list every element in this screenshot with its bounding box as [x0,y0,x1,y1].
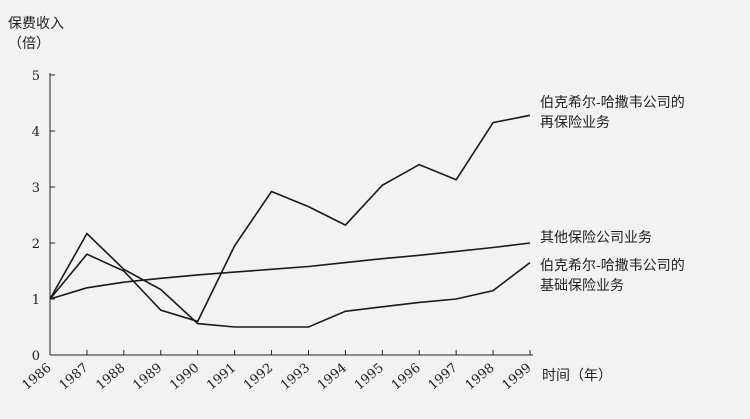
x-tick-label: 1987 [57,361,92,394]
series-label-primary-insurance-line-1: 伯克希尔-哈撒韦公司的 [540,258,685,274]
y-axis-label: 保费收入 （倍） [8,14,64,54]
x-tick-label: 1995 [352,361,387,394]
x-tick-label: 1994 [315,361,350,394]
series-label-reinsurance-line-1: 伯克希尔-哈撒韦公司的 [540,95,685,111]
series-label-primary-insurance-line-2: 基础保险业务 [540,278,624,294]
series-label-primary-insurance: 伯克希尔-哈撒韦公司的 基础保险业务 [540,256,685,296]
x-tick-label: 1996 [389,361,424,394]
y-tick-label: 3 [32,181,40,196]
x-tick-label: 1998 [463,361,498,394]
series-lines [49,114,531,328]
y-tick-label: 2 [32,237,40,252]
y-tick-label: 4 [32,125,40,140]
x-tick-label: 1997 [426,361,461,394]
y-axis-label-line-1: 保费收入 [8,16,64,32]
y-tick-label: 5 [32,69,40,84]
axes [49,73,533,356]
x-tick-label: 1988 [93,361,128,394]
series-line-primary-insurance [49,232,531,328]
y-tick-label: 1 [32,293,40,308]
series-label-other-insurers-line-1: 其他保险公司业务 [540,230,652,246]
x-tick-label: 1991 [204,361,239,394]
x-tick-label: 1993 [278,361,313,394]
y-tick-label: 0 [32,349,40,364]
x-tick-label: 1990 [167,361,202,394]
x-tick-label: 1986 [20,361,55,394]
series-label-other-insurers: 其他保险公司业务 [540,228,652,248]
x-tick-label: 1989 [130,361,165,394]
x-axis-label: 时间（年） [542,368,612,384]
x-tick-label: 1999 [500,361,535,394]
series-label-reinsurance-line-2: 再保险业务 [540,115,610,131]
x-tick-label: 1992 [241,361,276,394]
y-axis-label-line-2: （倍） [8,36,50,52]
series-label-reinsurance: 伯克希尔-哈撒韦公司的 再保险业务 [540,93,685,133]
series-line-other-insurers [49,242,531,300]
series-line-reinsurance [49,114,531,323]
